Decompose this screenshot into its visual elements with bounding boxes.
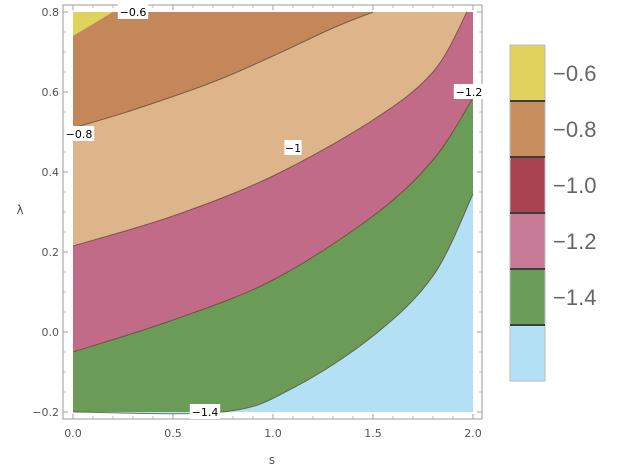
y-tick-label: −0.2: [32, 406, 59, 419]
contour-label: −0.8: [63, 126, 95, 141]
axes: 0.0 0.5 1.0 1.5 2.0 −0.2 0.0 0.2 0.4 0.6 0.8: [32, 5, 482, 440]
legend-swatch: [510, 325, 545, 381]
y-axis-title: λ: [16, 203, 23, 217]
legend-swatch: [510, 101, 545, 157]
contour-label-text: −1.4: [192, 406, 219, 419]
contour-label-text: −1: [285, 142, 301, 155]
region-below-1.4: [73, 194, 473, 414]
x-tick-label: 1.5: [364, 427, 382, 440]
contour-label-bg: [189, 404, 221, 419]
contour-line-1: [72, 11, 468, 247]
legend-swatch: [510, 213, 545, 269]
contour-labels: −0.6 −0.8 −1 −1.2 −1.4: [63, 4, 485, 419]
x-tick-label: 1.0: [264, 427, 282, 440]
y-tick-label: 0.8: [42, 6, 60, 19]
legend-tick-label: −1.2: [553, 229, 596, 254]
y-tick-label: 0.2: [42, 246, 60, 259]
x-tick-label: 2.0: [464, 427, 482, 440]
contour-label: −1.4: [189, 404, 221, 419]
legend-swatch: [510, 45, 545, 101]
contour-line-1-4: [72, 193, 474, 415]
contour-label-bg: [453, 84, 485, 99]
region-above-0.6: [73, 12, 113, 36]
legend-swatch: [510, 157, 545, 213]
x-tick-label: 0.5: [164, 427, 182, 440]
contour-label-text: −1.2: [456, 86, 483, 99]
contour-label-text: −0.6: [120, 6, 147, 19]
contour-label: −0.6: [117, 4, 149, 19]
plot-area: [72, 11, 474, 415]
contour-label-bg: [63, 126, 95, 141]
y-tick-label: 0.6: [42, 86, 60, 99]
legend: −0.6 −0.8 −1.0 −1.2 −1.4: [509, 44, 596, 382]
legend-tick-label: −0.6: [553, 61, 596, 86]
legend-tick-label: −1.4: [553, 285, 596, 310]
contour-label: −1.2: [453, 84, 485, 99]
contour-label: −1: [284, 140, 302, 155]
y-tick-label: 0.4: [42, 166, 60, 179]
legend-tick-label: −0.8: [553, 117, 596, 142]
contour-label-bg: [284, 140, 302, 155]
x-axis-title: s: [269, 453, 275, 467]
legend-swatch: [510, 269, 545, 325]
contour-label-text: −0.8: [66, 128, 93, 141]
contour-label-bg: [117, 4, 149, 19]
legend-tick-label: −1.0: [553, 173, 596, 198]
y-tick-label: 0.0: [42, 326, 60, 339]
x-tick-label: 0.0: [64, 427, 82, 440]
contour-line-0-8: [72, 11, 374, 129]
region-band-1.4-to-1.2: [73, 98, 473, 412]
contour-line-1-2: [72, 97, 474, 353]
